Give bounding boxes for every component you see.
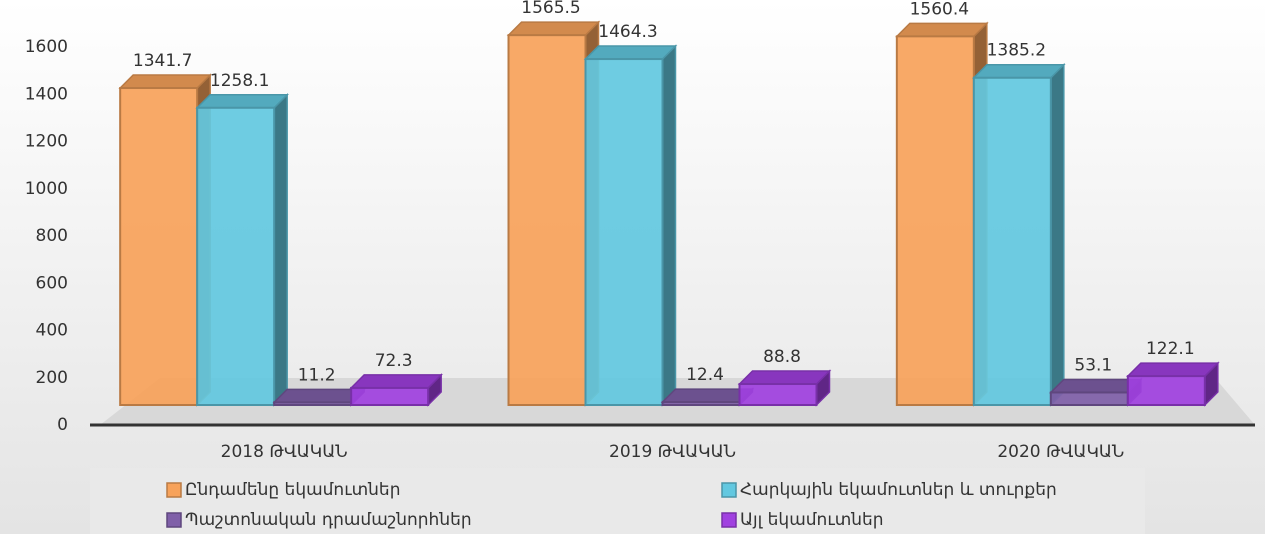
- bar: [119, 87, 199, 406]
- data-label: 1258.1: [210, 71, 269, 91]
- y-tick-label: 0: [57, 415, 68, 435]
- bar-top: [895, 22, 989, 38]
- bar-top: [583, 45, 678, 60]
- bar-side: [273, 92, 288, 407]
- bar: [196, 106, 276, 407]
- y-tick-label: 600: [36, 273, 68, 293]
- data-label: 122.1: [1146, 339, 1195, 359]
- bar: [1049, 391, 1129, 407]
- data-label: 72.3: [375, 351, 413, 371]
- data-label: 1385.2: [987, 41, 1046, 61]
- y-tick-label: 800: [36, 226, 68, 246]
- y-tick-label: 1200: [25, 132, 68, 152]
- data-label: 88.8: [763, 347, 801, 367]
- bar-top: [1126, 362, 1220, 377]
- data-label: 1464.3: [598, 22, 657, 42]
- legend-swatch: [721, 482, 737, 498]
- x-tick-label: 2018 ԹՎԱԿԱՆ: [221, 442, 348, 462]
- bar: [895, 35, 975, 406]
- bar-side: [661, 44, 677, 407]
- bar: [273, 401, 353, 407]
- bar: [350, 386, 430, 407]
- y-tick-label: 1400: [25, 84, 68, 104]
- data-label: 11.2: [298, 365, 336, 385]
- bar-top: [195, 94, 289, 109]
- legend-swatch: [166, 512, 182, 528]
- legend-box: [90, 468, 1145, 534]
- y-tick-label: 400: [36, 321, 68, 341]
- bar-side: [1050, 62, 1065, 407]
- y-tick-label: 1600: [25, 37, 68, 57]
- legend-label: Պաշտոնական դրամաշնորհներ: [185, 510, 472, 530]
- x-tick-label: 2020 ԹՎԱԿԱՆ: [997, 442, 1124, 462]
- bar: [507, 34, 587, 406]
- bar: [1126, 375, 1206, 406]
- bar: [972, 76, 1052, 407]
- bar-top: [349, 374, 443, 389]
- bar-top: [972, 63, 1066, 79]
- y-tick-label: 1000: [25, 179, 68, 199]
- legend-swatch: [166, 482, 182, 498]
- data-label: 1560.4: [910, 0, 969, 19]
- data-label: 53.1: [1074, 355, 1112, 375]
- legend: Ընդամենը եկամուտներ Հարկային եկամուտներ և…: [166, 480, 1057, 530]
- data-label: 1341.7: [133, 51, 192, 71]
- bar-top: [118, 74, 212, 89]
- bar-top: [737, 370, 832, 385]
- bar: [584, 58, 664, 407]
- y-tick-label: 200: [36, 368, 68, 388]
- bar: [661, 401, 741, 406]
- bar-top: [506, 21, 601, 36]
- legend-label: Ընդամենը եկամուտներ: [185, 480, 400, 500]
- bar: [738, 383, 818, 406]
- data-label: 1565.5: [521, 0, 580, 18]
- legend-label: Այլ եկամուտներ: [740, 510, 884, 530]
- x-tick-label: 2019 ԹՎԱԿԱՆ: [609, 442, 736, 462]
- legend-label: Հարկային եկամուտներ և տուրքեր: [740, 480, 1057, 500]
- legend-swatch: [721, 512, 737, 528]
- data-label: 12.4: [686, 365, 724, 385]
